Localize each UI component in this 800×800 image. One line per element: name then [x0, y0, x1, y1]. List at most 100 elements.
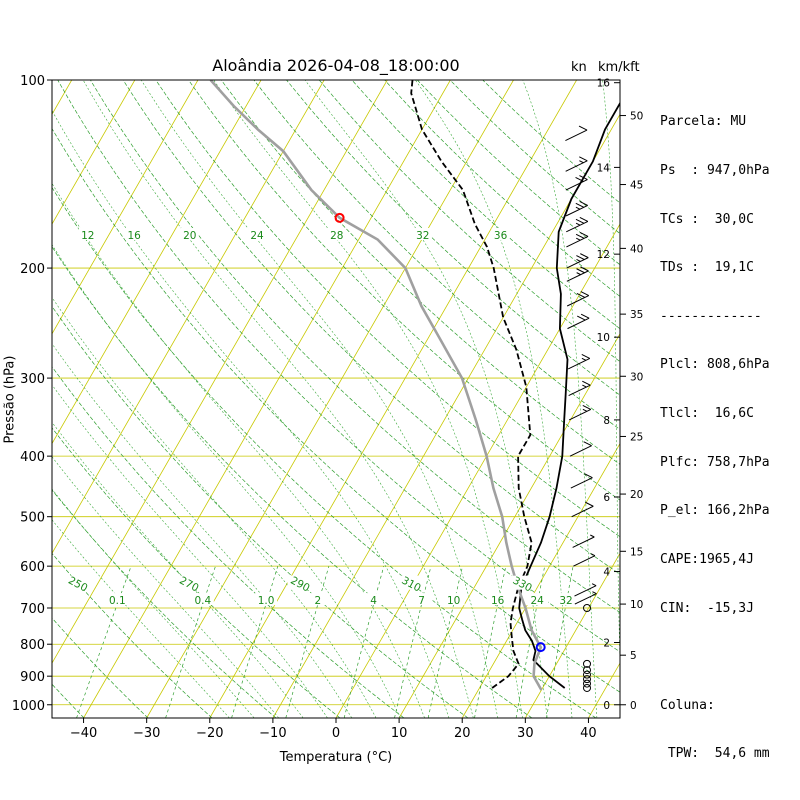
label-bg [362, 593, 385, 606]
wind-barb-flag [576, 315, 586, 321]
km-kft-unit-label: km/kft [598, 60, 640, 75]
y-tick-label: 700 [20, 602, 45, 617]
y-tick-label: 200 [20, 262, 45, 277]
plot-area [52, 80, 620, 718]
wind-barb-flag [576, 258, 581, 262]
label-bg [491, 228, 510, 240]
km-tick-label: 8 [603, 415, 610, 427]
mixing-ratio-label: 16 [491, 595, 505, 607]
kft-tick-label: 45 [630, 180, 643, 192]
moist-adiabat-line [52, 109, 450, 718]
wind-barb-flag [581, 354, 591, 359]
temperature-line [518, 101, 620, 689]
x-tick-label: 10 [391, 726, 408, 741]
moist-adiabat-label: 16 [127, 230, 141, 242]
y-tick-label: 900 [20, 670, 45, 685]
wind-barb [566, 236, 589, 248]
km-tick-label: 16 [597, 78, 611, 90]
wind-barb-flag [579, 175, 588, 181]
kft-tick-label: 25 [630, 431, 643, 443]
calm-wind-marker [583, 675, 591, 684]
isotherm-line [52, 80, 199, 335]
dry-adiabat-line [52, 552, 213, 718]
wind-barb [571, 505, 594, 518]
label-bg [413, 228, 432, 240]
mixing-ratio-label: 0.1 [109, 595, 126, 607]
plot-frame [51, 79, 621, 719]
wind-barb-flag [575, 177, 584, 182]
moist-adiabat-line [52, 182, 425, 718]
wind-barb-flag [591, 583, 597, 587]
isotherm-line [52, 80, 388, 664]
mixing-ratio-line [343, 566, 385, 718]
moist-adiabat-line [52, 456, 279, 718]
wind-barb [569, 445, 592, 457]
calm-wind-marker [583, 659, 591, 668]
kft-tick-label: 40 [630, 243, 643, 255]
dry-adiabat-line [188, 80, 620, 501]
dry-adiabat-line [286, 80, 620, 396]
chart-title: Aloândia 2026-04-08_18:00:00 [212, 56, 460, 75]
wind-barb-flag [583, 441, 592, 447]
dry-adiabat-line [57, 80, 620, 653]
isotherm-line [209, 80, 577, 718]
wind-barb-flag [580, 291, 590, 297]
wind-barb-flag [576, 292, 586, 298]
dry-adiabat-line [52, 427, 341, 718]
kft-tick-label: 20 [630, 489, 643, 501]
moist-adiabat-line [52, 488, 255, 718]
dry-adiabat-line [220, 80, 620, 465]
kft-tick-label: 10 [630, 599, 643, 611]
moist-adiabat-line [52, 244, 401, 718]
wind-barb-flag [576, 268, 585, 274]
wind-barb-flag [579, 232, 589, 237]
kft-tick-label: 0 [630, 700, 637, 712]
dry-adiabat-labels: 250 270 290 310 330 [65, 575, 536, 595]
y-tick-label: 300 [20, 372, 45, 387]
km-tick-label: 6 [603, 492, 610, 504]
wind-barb [565, 179, 588, 191]
info-line: Tlcl: 16,6C [660, 406, 754, 422]
wind-barb [572, 536, 595, 548]
info-line: TPW: 54,6 mm [660, 746, 770, 762]
wind-barb-flag [585, 501, 594, 507]
info-line: TDs : 19,1C [660, 260, 754, 276]
mixing-ratio-label: 2 [315, 595, 322, 607]
label-bg [555, 593, 578, 606]
altitude-axis: 0 2 4 6 8 10 12 14 16 0 5 10 15 20 25 30 35 40 45 50 [597, 78, 644, 712]
info-line: CAPE:1965,4J [660, 551, 754, 567]
km-tick-label: 14 [597, 162, 611, 174]
info-line: Plfc: 758,7hPa [660, 454, 770, 470]
mixing-ratio-label: 1.0 [258, 595, 275, 607]
isotherm-line [83, 80, 451, 718]
wind-barb-flag [575, 206, 581, 210]
info-line [660, 649, 770, 665]
wind-barb-flag [582, 384, 587, 388]
label-bg [65, 575, 92, 590]
label-bg [78, 228, 97, 240]
x-axis: −40 −30 −20 −10 0 10 20 30 40 [70, 718, 597, 741]
label-bg [248, 228, 267, 240]
mixing-ratio-label: 10 [447, 595, 460, 607]
wind-barb-flag [579, 216, 589, 222]
dry-adiabat-line [318, 80, 620, 363]
wind-barb [567, 357, 590, 370]
calm-wind-marker [583, 683, 591, 692]
wind-barb-flag [576, 255, 585, 260]
label-bg [255, 593, 278, 606]
info-line: ------------- [660, 308, 762, 324]
moist-adiabat-line [415, 80, 573, 718]
kft-tick-label: 30 [630, 371, 643, 383]
moist-adiabat-label: 24 [250, 230, 264, 242]
y-tick-label: 100 [20, 74, 45, 89]
mixing-ratio-line [474, 566, 507, 718]
wind-barb [568, 384, 591, 397]
moist-adiabat-label: 32 [416, 230, 429, 242]
moist-adiabat-label: 20 [183, 230, 196, 242]
wind-barb [568, 409, 591, 421]
isotherm-line [52, 80, 136, 225]
kft-tick-label: 5 [630, 650, 637, 662]
dry-adiabat-line [155, 80, 620, 538]
moist-adiabat-line [52, 421, 304, 718]
moist-adiabat-line [213, 80, 523, 718]
